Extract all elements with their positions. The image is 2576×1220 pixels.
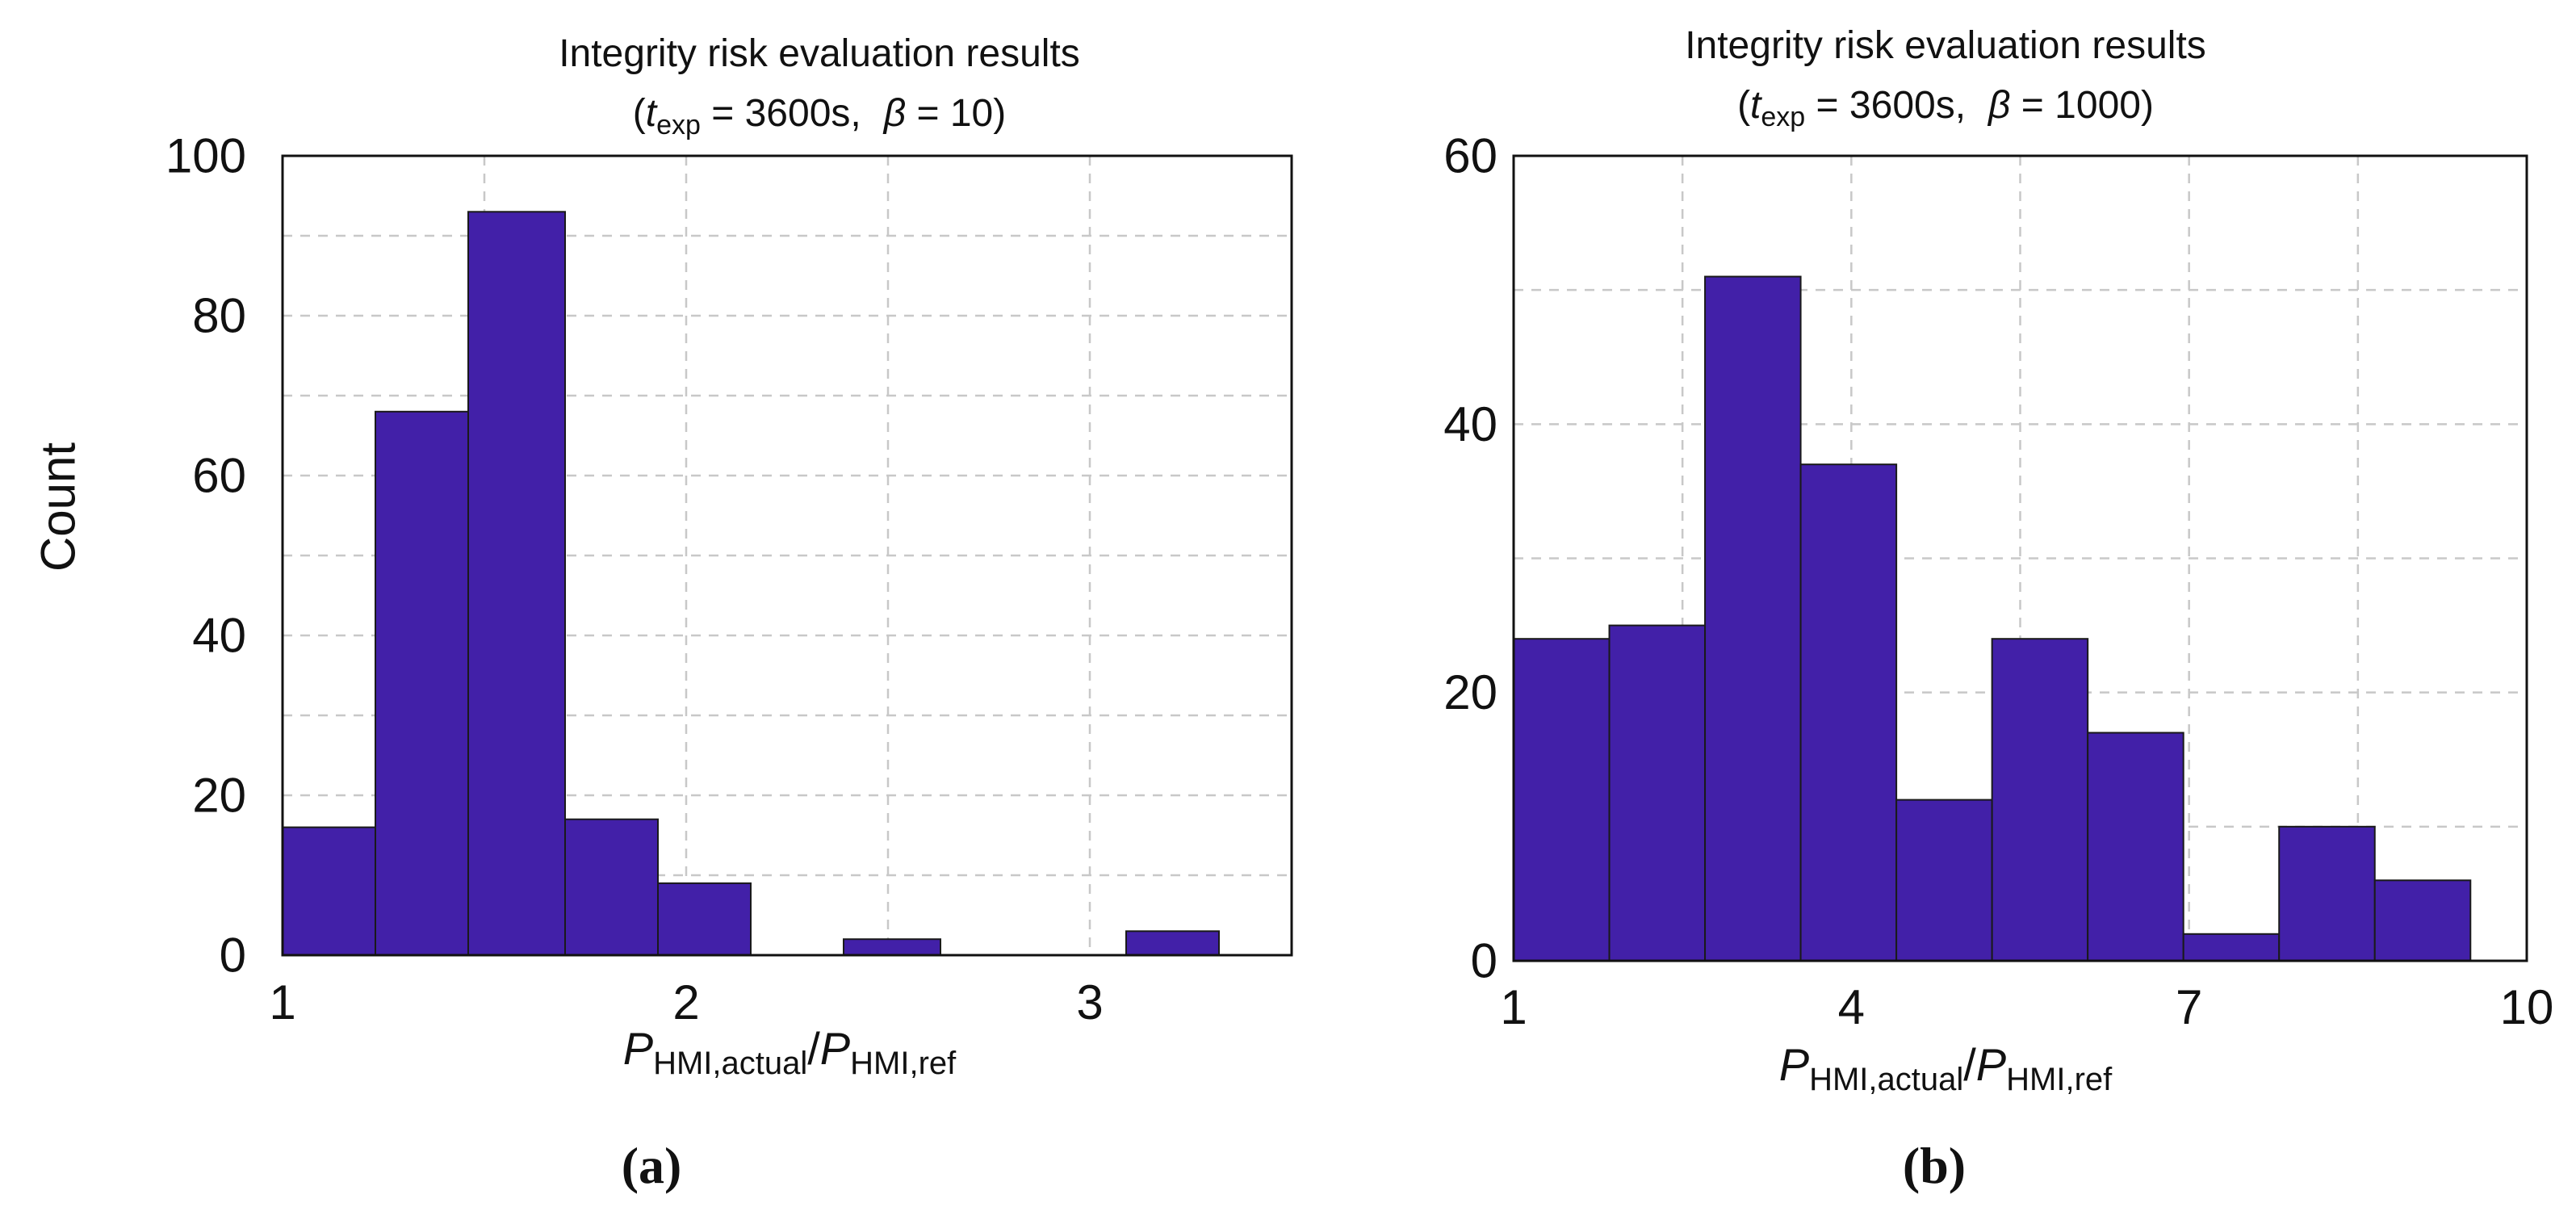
panel-a-xlabel-sub2: HMI,ref bbox=[850, 1046, 957, 1081]
panel-b-bar-4 bbox=[1895, 799, 1993, 962]
panel-a-bar-3 bbox=[564, 818, 659, 957]
panel-a-subtitle-t-sub: exp bbox=[656, 110, 701, 140]
panel-b-subtitle-open: ( bbox=[1737, 84, 1750, 127]
panel-b-ytick-label-2: 40 bbox=[1443, 397, 1497, 451]
panel-b-xlabel-sub1: HMI,actual bbox=[1809, 1062, 1963, 1097]
panel-b-bar-5 bbox=[1991, 638, 2089, 962]
panel-b-xlabel-sub2: HMI,ref bbox=[2006, 1062, 2113, 1097]
panel-a-subtitle-beta-value: = 10) bbox=[906, 92, 1006, 135]
panel-a-xlabel-p2: P bbox=[820, 1023, 850, 1074]
panel-a-bar-6 bbox=[843, 938, 941, 956]
panel-b-xtick-label-3: 10 bbox=[2500, 980, 2554, 1034]
panel-a-subtitle-t-value: = 3600s, bbox=[701, 92, 861, 135]
panel-a-xlabel: PHMI,actual/PHMI,ref bbox=[623, 1023, 957, 1081]
panel-b: Integrity risk evaluation results (texp … bbox=[1443, 24, 2553, 1194]
panel-b-xlabel: PHMI,actual/PHMI,ref bbox=[1779, 1039, 2113, 1097]
panel-b-xtick-label-1: 4 bbox=[1838, 980, 1865, 1034]
panel-a-xlabel-p1: P bbox=[623, 1023, 653, 1074]
panel-a-label: (a) bbox=[622, 1137, 682, 1194]
panel-b-bars bbox=[1513, 275, 2472, 962]
panel-a-axes-frame bbox=[281, 154, 1293, 957]
panel-a-xtick-label-2: 3 bbox=[1076, 975, 1103, 1029]
panel-a-bar-1 bbox=[375, 410, 469, 956]
panel-a-xtick-label-1: 2 bbox=[672, 975, 699, 1029]
panel-a-bar-0 bbox=[282, 826, 376, 956]
panel-b-bar-8 bbox=[2278, 825, 2376, 962]
panel-a-ytick-label-2: 40 bbox=[192, 609, 246, 663]
panel-a-title: Integrity risk evaluation results bbox=[559, 32, 1080, 75]
panel-b-label: (b) bbox=[1903, 1137, 1966, 1194]
panel-a-ytick-label-5: 100 bbox=[165, 129, 246, 183]
panel-a-ytick-label-3: 60 bbox=[192, 449, 246, 503]
panel-a-grid bbox=[283, 156, 1292, 955]
panel-a-bar-9 bbox=[1125, 930, 1220, 957]
panel-a-subtitle-beta: β bbox=[882, 92, 906, 135]
panel-b-ticks: 0 20 40 60 1 4 7 10 bbox=[1443, 129, 2553, 1035]
panel-a-ytick-label-0: 0 bbox=[220, 929, 246, 983]
panel-b-bar-0 bbox=[1513, 638, 1611, 962]
panel-b-xlabel-slash: / bbox=[1963, 1039, 1976, 1090]
panel-a-xtick-label-0: 1 bbox=[269, 975, 295, 1029]
panel-b-bar-2 bbox=[1704, 275, 1802, 962]
panel-a-xlabel-sub1: HMI,actual bbox=[653, 1046, 807, 1081]
panel-a-subtitle: (texp = 3600s, β = 10) bbox=[633, 92, 1006, 140]
panel-a-bar-2 bbox=[467, 211, 566, 956]
panel-b-ytick-label-1: 20 bbox=[1443, 665, 1497, 719]
panel-b-ytick-label-3: 60 bbox=[1443, 129, 1497, 183]
panel-b-subtitle-t-value: = 3600s, bbox=[1805, 84, 1966, 127]
panel-b-axes-frame bbox=[1512, 154, 2528, 962]
panel-b-xtick-label-0: 1 bbox=[1500, 980, 1527, 1034]
panel-b-ytick-label-0: 0 bbox=[1471, 934, 1497, 988]
panel-b-bar-1 bbox=[1608, 624, 1707, 962]
panel-a-subtitle-open: ( bbox=[633, 92, 646, 135]
panel-a-bars bbox=[282, 211, 1220, 957]
panel-b-xlabel-p2: P bbox=[1976, 1039, 2006, 1090]
panel-a-subtitle-t: t bbox=[646, 92, 658, 135]
panel-b-subtitle-t: t bbox=[1750, 84, 1762, 127]
panel-a: Integrity risk evaluation results (texp … bbox=[165, 32, 1293, 1194]
panel-a-ytick-label-4: 80 bbox=[192, 289, 246, 343]
panel-b-subtitle-t-sub: exp bbox=[1761, 102, 1805, 132]
panel-b-bar-3 bbox=[1799, 463, 1898, 962]
panel-b-xlabel-p1: P bbox=[1779, 1039, 1809, 1090]
panel-a-ticks: 0 20 40 60 80 100 1 2 3 bbox=[165, 129, 1104, 1030]
panel-b-subtitle-beta-value: = 1000) bbox=[2010, 84, 2153, 127]
panel-b-subtitle-beta: β bbox=[1987, 84, 2010, 127]
panel-b-bar-7 bbox=[2182, 933, 2281, 962]
panel-b-bar-6 bbox=[2087, 732, 2184, 962]
panel-b-bar-9 bbox=[2373, 879, 2472, 962]
panel-b-title: Integrity risk evaluation results bbox=[1685, 24, 2206, 67]
panel-a-ytick-label-1: 20 bbox=[192, 769, 246, 823]
shared-ylabel: Count bbox=[31, 442, 86, 572]
panel-a-bar-4 bbox=[657, 882, 752, 957]
panel-a-xlabel-slash: / bbox=[807, 1023, 820, 1074]
panel-b-subtitle: (texp = 3600s, β = 1000) bbox=[1737, 84, 2154, 132]
panel-b-xtick-label-2: 7 bbox=[2176, 980, 2202, 1034]
